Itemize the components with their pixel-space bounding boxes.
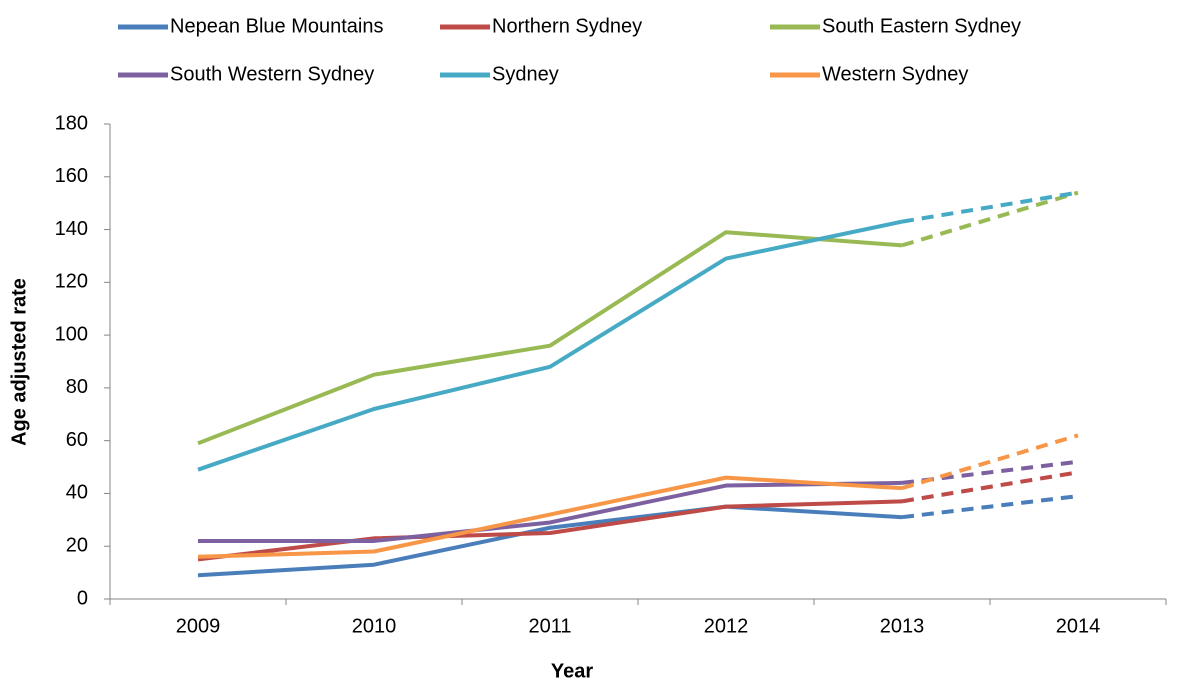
x-tick-label: 2009 xyxy=(176,615,221,637)
line-projection xyxy=(901,433,1079,491)
y-tick-label: 100 xyxy=(55,323,88,345)
line xyxy=(197,230,903,446)
line xyxy=(197,499,903,562)
line xyxy=(198,480,903,543)
x-tick-label: 2013 xyxy=(880,615,925,637)
y-tick-label: 80 xyxy=(66,376,88,398)
line xyxy=(197,504,903,578)
y-tick-label: 20 xyxy=(66,535,88,557)
y-tick-label: 140 xyxy=(55,218,88,240)
y-tick-label: 0 xyxy=(77,587,88,609)
line-projection xyxy=(901,190,1079,224)
legend-label: South Western Sydney xyxy=(170,63,374,85)
x-tick-label: 2010 xyxy=(352,615,397,637)
y-tick-label: 180 xyxy=(55,112,88,134)
legend-label: Northern Sydney xyxy=(492,15,642,37)
line-projection xyxy=(901,190,1079,248)
line-projection xyxy=(901,494,1079,520)
legend-label: Nepean Blue Mountains xyxy=(170,15,383,37)
line xyxy=(197,475,903,559)
x-axis-title: Year xyxy=(551,660,593,682)
line xyxy=(197,219,903,472)
legend-label: Western Sydney xyxy=(822,63,968,85)
y-tick-label: 40 xyxy=(66,482,88,504)
x-tick-label: 2014 xyxy=(1056,615,1101,637)
y-axis-title: Age adjusted rate xyxy=(8,278,30,446)
x-tick-label: 2011 xyxy=(528,615,571,637)
y-tick-label: 160 xyxy=(55,165,88,187)
line-projection xyxy=(901,470,1079,504)
x-tick-label: 2012 xyxy=(704,615,749,637)
y-tick-label: 60 xyxy=(66,429,88,451)
legend-label: Sydney xyxy=(492,63,559,85)
legend-label: South Eastern Sydney xyxy=(822,15,1021,37)
y-tick-label: 120 xyxy=(55,271,88,293)
